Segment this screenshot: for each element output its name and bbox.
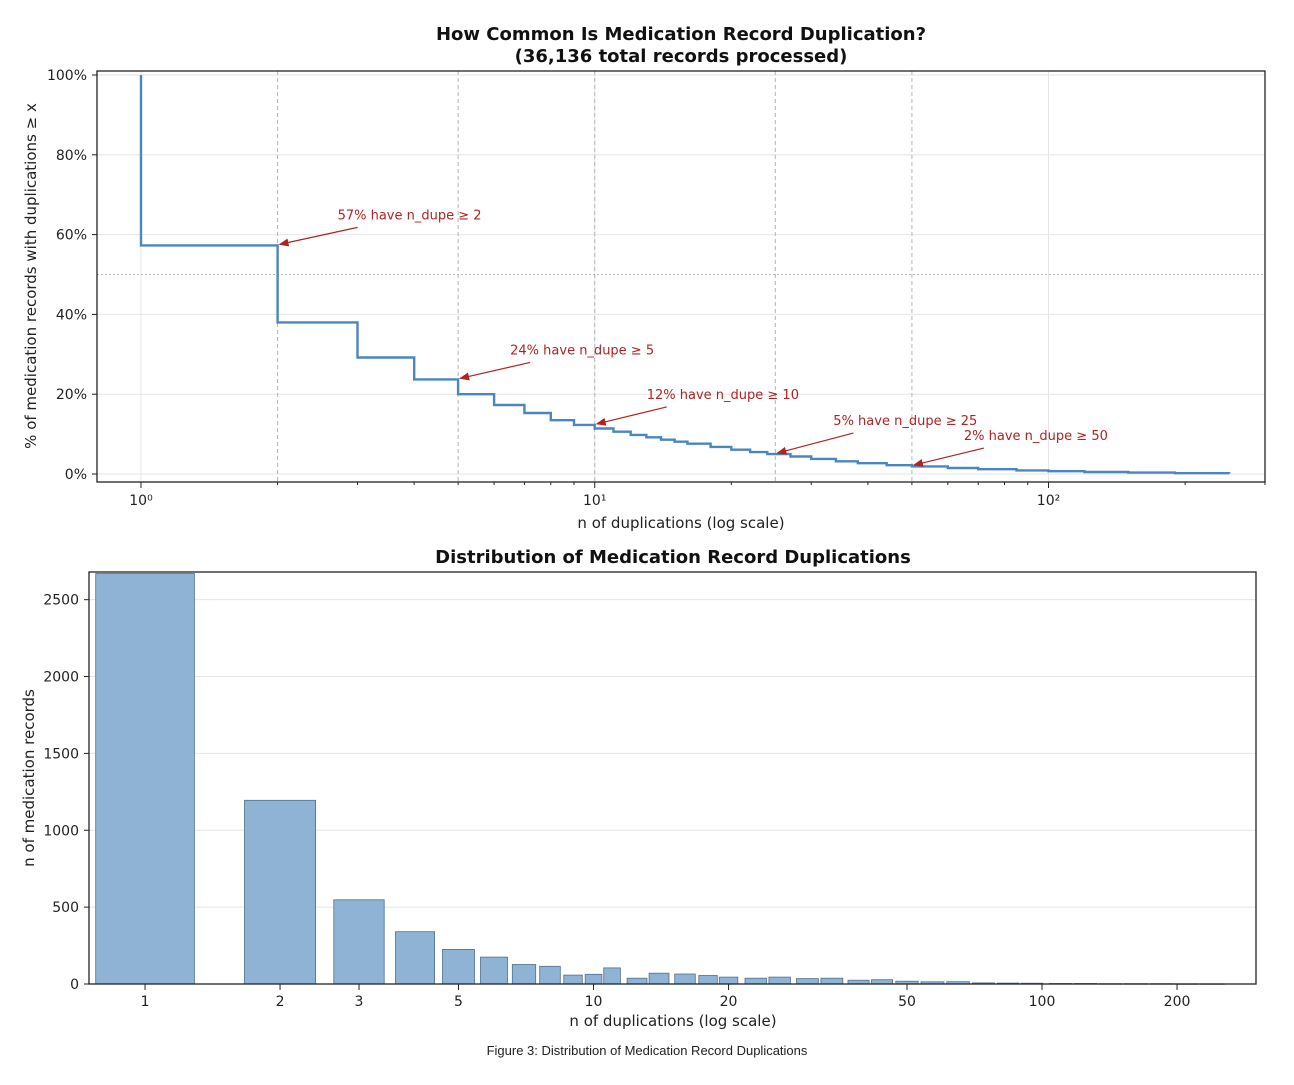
chart2-bar (584, 973, 603, 985)
chart2-bar (395, 931, 435, 985)
chart1-y-tick-label: 40% (56, 307, 87, 323)
chart1-series-line (139, 75, 1231, 475)
chart2-bar (442, 949, 475, 985)
chart1-x-tick-label: 10² (1037, 493, 1060, 509)
chart1-annotation-label: 24% have n_dupe ≥ 5 (510, 343, 654, 358)
chart2-bar (698, 975, 718, 985)
chart1-annotation-arrow (459, 361, 531, 381)
chart1-x-axis-label: n of duplications (log scale) (577, 514, 784, 532)
chart1-series (139, 75, 1231, 475)
chart2-y-tick-label: 2500 (43, 593, 79, 609)
chart1-annotation-arrow (912, 447, 985, 467)
chart1-subtitle: (36,136 total records processed) (515, 46, 848, 67)
chart2-y-tick-label: 500 (52, 900, 79, 916)
chart2-x-tick-label: 10 (585, 994, 603, 1010)
chart2-bar (796, 978, 819, 985)
chart1-y-tick-label: 100% (47, 68, 87, 84)
chart2-bar (333, 899, 385, 985)
chart1-annotation-label: 2% have n_dupe ≥ 50 (964, 429, 1108, 444)
chart2-bar (563, 974, 583, 985)
chart2-x-tick-label: 3 (355, 994, 364, 1010)
chart1-y-tick-label: 60% (56, 228, 87, 244)
chart2-y-tick-label: 1000 (43, 823, 79, 839)
chart2-bar (244, 799, 316, 985)
chart2-x-axis: 1 2 3 5 10 20 50 100 200 (141, 984, 1191, 1010)
chart1-annotations: 57% have n_dupe ≥ 2 24% have n_dupe ≥ 5 12… (278, 208, 1108, 467)
chart2-bar (820, 977, 844, 985)
chart2-bar (768, 976, 791, 985)
chart2-x-tick-label: 20 (720, 994, 738, 1010)
chart1-annotation-label: 57% have n_dupe ≥ 2 (338, 208, 482, 223)
chart1-y-tick-label: 20% (56, 387, 87, 403)
chart1-title: How Common Is Medication Record Duplicat… (436, 24, 926, 45)
chart2-x-tick-label: 2 (276, 994, 285, 1010)
chart2-bar (539, 965, 561, 985)
chart2-bar (480, 956, 508, 985)
chart2-x-tick-label: 1 (141, 994, 150, 1010)
chart2-x-tick-label: 50 (898, 994, 916, 1010)
chart1-x-tick-label: 10⁰ (129, 493, 153, 509)
chart1-grid (97, 71, 1265, 482)
chart2-x-tick-label: 100 (1029, 994, 1056, 1010)
figure-caption: Figure 3: Distribution of Medication Rec… (486, 1043, 808, 1058)
chart2-x-tick-label: 5 (454, 994, 463, 1010)
chart2-plot-frame (88, 571, 1257, 985)
chart1-y-tick-label: 80% (56, 148, 87, 164)
chart2-y-tick-label: 2000 (43, 670, 79, 686)
chart2-bar (511, 964, 537, 985)
chart1-x-axis: 10⁰ 10¹ 10² (129, 482, 1266, 509)
chart1-annotation-label: 5% have n_dupe ≥ 25 (833, 414, 977, 429)
chart2-x-axis-label: n of duplications (log scale) (569, 1012, 776, 1030)
chart1-reference-lines (97, 71, 1265, 482)
chart1-annotation-label: 12% have n_dupe ≥ 10 (647, 388, 799, 403)
chart2-x-tick-label: 200 (1164, 994, 1191, 1010)
chart2-y-axis-label: n of medication records (20, 689, 38, 867)
chart1-annotation-arrow (776, 432, 854, 455)
chart2-bar (95, 573, 195, 985)
chart1-x-tick-label: 10¹ (583, 493, 606, 509)
chart2-title: Distribution of Medication Record Duplic… (435, 547, 911, 568)
duplication-histogram-chart: Distribution of Medication Record Duplic… (20, 547, 1257, 1030)
chart2-y-tick-label: 1500 (43, 746, 79, 762)
chart1-plot-frame (96, 70, 1266, 483)
chart2-bar (674, 973, 696, 985)
chart2-bars (95, 573, 1225, 985)
chart2-bar (718, 976, 739, 985)
chart2-bar (603, 967, 621, 985)
chart1-y-axis-label: % of medication records with duplication… (22, 103, 40, 449)
chart2-y-axis: 0 500 1000 1500 2000 2500 (43, 593, 89, 993)
chart1-y-axis: 0% 20% 40% 60% 80% 100% (47, 68, 97, 483)
chart2-y-tick-label: 0 (70, 977, 79, 993)
chart1-annotation-arrow (278, 226, 358, 247)
chart1-y-tick-label: 0% (65, 467, 87, 483)
chart2-bar (648, 972, 670, 985)
cumulative-duplication-chart: How Common Is Medication Record Duplicat… (22, 24, 1266, 532)
chart2-bar (626, 977, 648, 985)
chart1-annotation-arrow (595, 406, 667, 426)
chart2-bar (744, 977, 767, 985)
